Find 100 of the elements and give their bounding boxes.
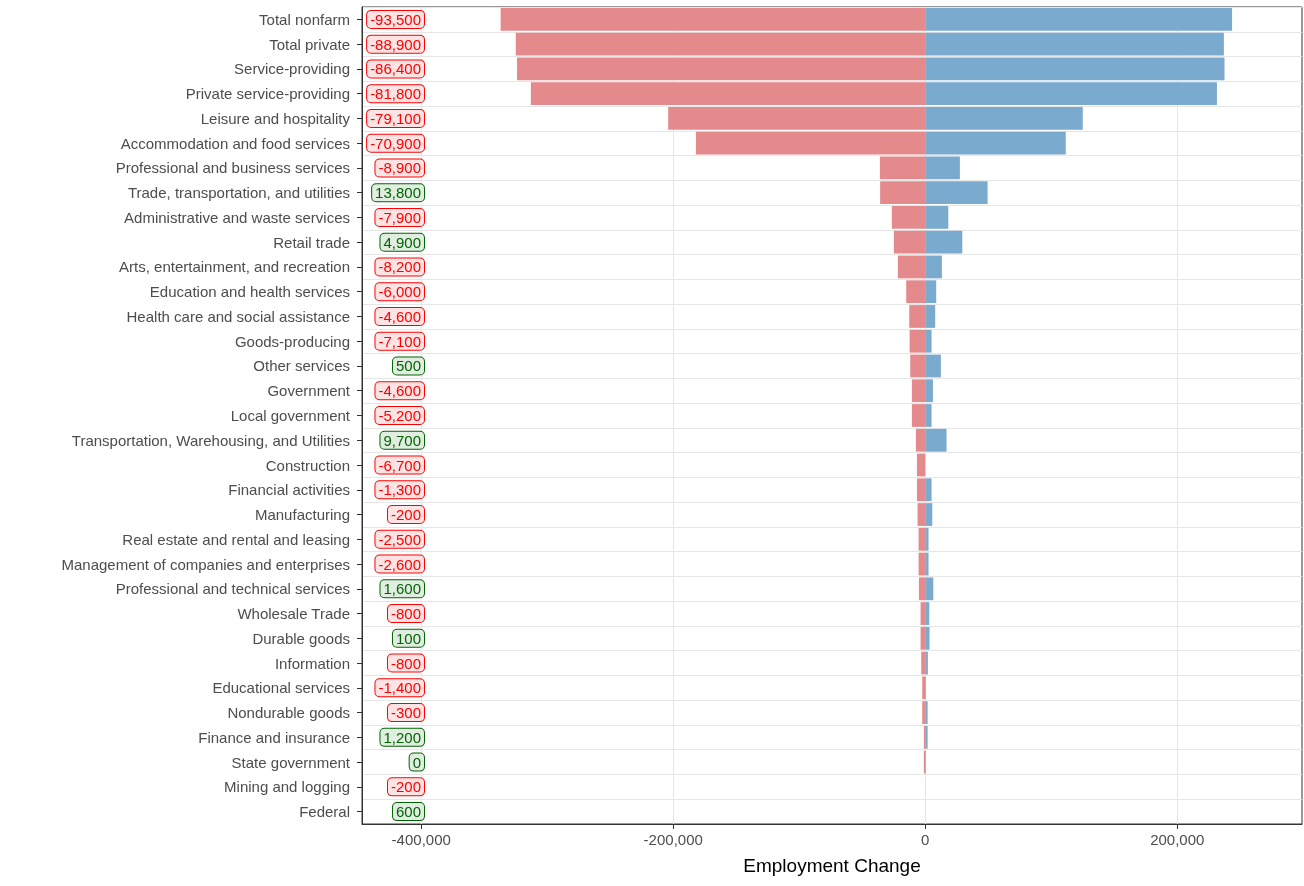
annotation: -1,300 xyxy=(378,481,421,499)
bar xyxy=(925,181,988,205)
annotation: -4,600 xyxy=(378,307,421,325)
bar xyxy=(925,32,1224,56)
bar xyxy=(695,131,926,155)
annotation: -8,900 xyxy=(378,159,421,177)
bar xyxy=(925,131,1066,155)
annotation: 13,800 xyxy=(375,184,421,202)
y-tick-label: Wholesale Trade xyxy=(237,605,350,623)
y-tick-label: Federal xyxy=(299,803,350,821)
annotation: -4,600 xyxy=(378,382,421,400)
annotation: 600 xyxy=(395,803,421,821)
bar xyxy=(925,305,936,328)
bar xyxy=(915,428,926,452)
bar xyxy=(925,602,930,625)
y-tick-label: Total private xyxy=(269,35,350,53)
bar xyxy=(918,527,926,551)
bar xyxy=(668,107,926,130)
y-tick-label: Financial activities xyxy=(228,481,350,499)
bar xyxy=(909,329,926,353)
y-tick-label: Local government xyxy=(230,407,351,424)
y-tick-label: Information xyxy=(274,654,350,672)
y-tick-label: Construction xyxy=(265,456,350,474)
annotation: -2,600 xyxy=(378,555,421,573)
y-tick-label: Education and health services xyxy=(149,283,350,301)
annotation: 100 xyxy=(395,629,421,647)
y-tick-label: Management of companies and enterprises xyxy=(61,555,350,573)
annotation: -1,400 xyxy=(378,679,421,697)
bar xyxy=(906,280,926,304)
bar xyxy=(917,503,926,526)
y-tick-label: Private service-providing xyxy=(185,85,350,103)
bar xyxy=(910,354,926,378)
bar xyxy=(911,379,926,403)
annotation: -81,800 xyxy=(370,85,421,103)
bar xyxy=(530,82,926,106)
bar xyxy=(911,404,926,427)
bar xyxy=(925,230,963,254)
bar xyxy=(925,206,949,229)
annotation: -6,700 xyxy=(378,456,421,474)
bar xyxy=(897,255,926,279)
bar xyxy=(879,156,926,180)
annotation: -200 xyxy=(390,506,421,524)
annotation: -70,900 xyxy=(370,134,421,152)
bar xyxy=(893,230,926,254)
y-tick-label: Government xyxy=(267,382,351,400)
y-tick-label: Leisure and hospitality xyxy=(200,109,351,127)
annotation: -300 xyxy=(390,704,421,722)
bar xyxy=(916,453,926,477)
annotation: -800 xyxy=(390,605,421,623)
bar xyxy=(515,32,926,56)
bar xyxy=(925,651,928,675)
y-tick-label: State government xyxy=(231,753,351,771)
bar xyxy=(921,651,926,675)
y-tick-label: Goods-producing xyxy=(234,332,350,350)
x-tick-label: 0 xyxy=(921,831,930,848)
x-tick-label: 200,000 xyxy=(1150,831,1205,848)
y-tick-label: Educational services xyxy=(212,679,350,697)
annotation: -8,200 xyxy=(378,258,421,276)
y-tick-label: Durable goods xyxy=(252,629,350,647)
bar xyxy=(925,7,1233,31)
y-tick-label: Real estate and rental and leasing xyxy=(122,530,350,548)
y-tick-label: Finance and insurance xyxy=(198,728,350,746)
bar xyxy=(516,57,926,81)
bar xyxy=(925,428,947,452)
bar xyxy=(925,503,933,526)
bar xyxy=(925,577,934,601)
annotation: 9,700 xyxy=(383,431,421,449)
y-tick-label: Total nonfarm xyxy=(259,10,350,28)
y-tick-label: Accommodation and food services xyxy=(120,134,350,152)
annotation: 0 xyxy=(412,753,421,771)
y-tick-label: Manufacturing xyxy=(254,506,350,524)
x-tick-label: -200,000 xyxy=(643,831,703,848)
y-tick-label: Mining and logging xyxy=(224,778,350,796)
bar xyxy=(880,181,926,205)
bar xyxy=(925,107,1083,130)
annotation: -7,900 xyxy=(378,208,421,226)
annotation: -2,500 xyxy=(378,530,421,548)
y-tick-label: Professional and technical services xyxy=(115,580,350,598)
x-axis-title: Employment Change xyxy=(743,855,921,876)
bar xyxy=(918,577,926,601)
annotation: 1,600 xyxy=(383,580,421,598)
bar xyxy=(909,305,926,328)
y-tick-label: Professional and business services xyxy=(115,159,350,177)
annotation: 4,900 xyxy=(383,233,421,251)
y-tick-label: Nondurable goods xyxy=(227,704,350,722)
x-tick-label: -400,000 xyxy=(391,831,451,848)
y-tick-label: Health care and social assistance xyxy=(126,307,350,325)
annotation: -200 xyxy=(390,778,421,796)
bar xyxy=(925,82,1217,106)
annotation: -86,400 xyxy=(370,60,421,78)
y-tick-label: Service-providing xyxy=(234,60,350,78)
bar xyxy=(925,527,929,551)
y-tick-label: Arts, entertainment, and recreation xyxy=(119,258,350,276)
bar xyxy=(925,379,933,403)
bar xyxy=(925,156,960,180)
bar xyxy=(925,329,932,353)
y-tick-label: Other services xyxy=(253,357,350,375)
bar xyxy=(925,404,932,427)
annotation: -79,100 xyxy=(370,109,421,127)
annotation: -5,200 xyxy=(378,407,421,424)
